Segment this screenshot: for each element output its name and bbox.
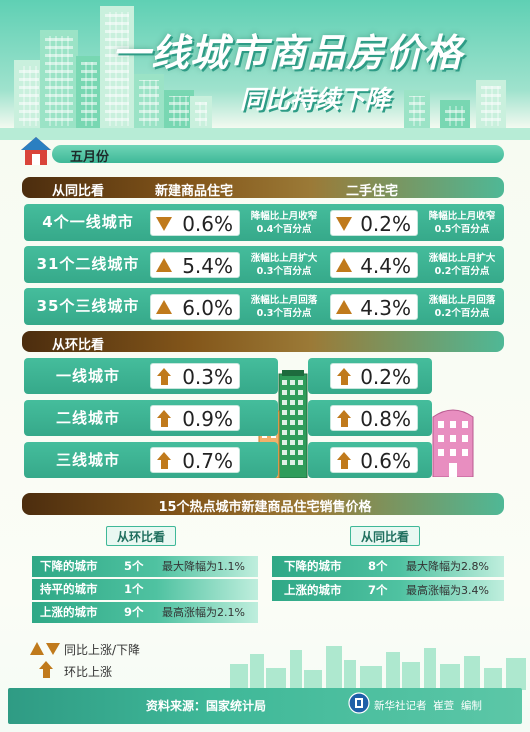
xinhua-logo-icon bbox=[348, 692, 370, 714]
legend-mom-label: 环比上涨 bbox=[64, 665, 113, 679]
yoy-new-value: 0.6% bbox=[182, 212, 233, 236]
yoy-row-city: 4个一线城市 bbox=[42, 213, 134, 231]
mom-new-value: 0.3% bbox=[182, 365, 233, 389]
hot-mom-row: 持平的城市 1个 bbox=[32, 579, 258, 600]
yoy-section-label: 从同比看 bbox=[52, 184, 105, 199]
yoy-row bbox=[24, 246, 504, 283]
bottom-skyline bbox=[230, 640, 530, 690]
month-bar bbox=[52, 145, 504, 163]
yoy-new-note: 降幅比上月收窄 0.4个百分点 bbox=[250, 211, 318, 235]
yoy-new-value-box: 5.4% bbox=[150, 252, 240, 278]
legend-yoy-label: 同比上涨/下降 bbox=[64, 643, 141, 657]
yoy-used-note: 降幅比上月收窄 0.5个百分点 bbox=[428, 211, 496, 235]
pink-building-icon bbox=[432, 405, 474, 478]
mom-row-city: 三线城市 bbox=[55, 451, 120, 469]
up-arrow-icon bbox=[336, 452, 353, 469]
yoy-row-city: 35个三线城市 bbox=[36, 297, 140, 315]
mom-new-value: 0.7% bbox=[182, 449, 233, 473]
hot-mom-tag: 从环比看 bbox=[106, 526, 177, 546]
building bbox=[476, 80, 506, 130]
hot-header-bar bbox=[22, 493, 504, 515]
mom-section-label: 从环比看 bbox=[52, 338, 105, 353]
legend-up-down-icon bbox=[30, 641, 60, 655]
yoy-used-value-box: 4.3% bbox=[330, 294, 418, 320]
yoy-new-value: 5.4% bbox=[182, 254, 233, 278]
yoy-new-value-box: 6.0% bbox=[150, 294, 240, 320]
mom-used-value: 0.2% bbox=[360, 365, 411, 389]
up-arrow-icon bbox=[336, 410, 353, 427]
page-title: 一线城市商品房价格 bbox=[112, 31, 464, 75]
mom-used-value-box: 0.2% bbox=[330, 363, 418, 389]
yoy-header-bar bbox=[22, 177, 504, 198]
yoy-new-note: 涨幅比上月回落 0.3个百分点 bbox=[250, 295, 318, 319]
footer-source: 资料来源：国家统计局 bbox=[146, 699, 267, 713]
mom-used-value-box: 0.8% bbox=[330, 405, 418, 431]
building bbox=[440, 100, 470, 130]
up-triangle-icon bbox=[156, 257, 173, 274]
month-label: 五月份 bbox=[70, 150, 110, 165]
yoy-used-note: 涨幅比上月扩大 0.2个百分点 bbox=[428, 253, 496, 277]
mom-row-city: 一线城市 bbox=[55, 367, 120, 385]
mom-used-value: 0.8% bbox=[360, 407, 411, 431]
down-triangle-icon bbox=[156, 215, 173, 232]
mom-new-value: 0.9% bbox=[182, 407, 233, 431]
mom-header-bar bbox=[22, 331, 504, 352]
yoy-used-note: 涨幅比上月回落 0.2个百分点 bbox=[428, 295, 496, 319]
footer-bar bbox=[8, 688, 522, 724]
hot-section-title: 15个热点城市新建商品住宅销售价格 bbox=[158, 500, 372, 515]
up-triangle-icon bbox=[156, 299, 173, 316]
legend-up-arrow-icon bbox=[38, 661, 55, 678]
building bbox=[76, 56, 102, 130]
mom-used-value-box: 0.6% bbox=[330, 447, 418, 473]
yoy-row bbox=[24, 288, 504, 325]
yoy-col-used: 二手住宅 bbox=[346, 184, 399, 199]
building bbox=[40, 30, 78, 130]
hot-yoy-tag: 从同比看 bbox=[350, 526, 421, 546]
down-triangle-icon bbox=[336, 215, 353, 232]
building bbox=[14, 60, 44, 130]
mom-used-value: 0.6% bbox=[360, 449, 411, 473]
up-arrow-icon bbox=[156, 452, 173, 469]
hot-mom-row: 下降的城市 5个 最大降幅为1.1% bbox=[32, 556, 258, 577]
header-banner: 一线城市商品房价格 同比持续下降 bbox=[0, 0, 530, 140]
house-icon bbox=[20, 136, 52, 166]
hot-yoy-row: 下降的城市 8个 最大降幅为2.8% bbox=[272, 556, 504, 577]
tall-tower-icon bbox=[278, 370, 308, 479]
hot-mom-row: 上涨的城市 9个 最高涨幅为2.1% bbox=[32, 602, 258, 623]
footer-credit: 新华社记者 崔萱 编制 bbox=[374, 700, 482, 712]
yoy-row bbox=[24, 204, 504, 241]
up-triangle-icon bbox=[336, 257, 353, 274]
yoy-row-city: 31个二线城市 bbox=[36, 255, 140, 273]
building bbox=[190, 96, 212, 130]
yoy-used-value: 4.4% bbox=[360, 254, 411, 278]
building bbox=[164, 90, 194, 130]
up-arrow-icon bbox=[156, 410, 173, 427]
yoy-used-value-box: 4.4% bbox=[330, 252, 418, 278]
up-arrow-icon bbox=[156, 368, 173, 385]
mom-new-value-box: 0.3% bbox=[150, 363, 240, 389]
yoy-used-value: 4.3% bbox=[360, 296, 411, 320]
building bbox=[134, 74, 164, 130]
yoy-used-value: 0.2% bbox=[360, 212, 411, 236]
yoy-new-value-box: 0.6% bbox=[150, 210, 240, 236]
up-triangle-icon bbox=[336, 299, 353, 316]
mom-row-city: 二线城市 bbox=[55, 409, 120, 427]
yoy-col-new: 新建商品住宅 bbox=[155, 184, 234, 199]
page-subtitle: 同比持续下降 bbox=[240, 85, 391, 114]
yoy-new-note: 涨幅比上月扩大 0.3个百分点 bbox=[250, 253, 318, 277]
building bbox=[404, 90, 430, 130]
mom-new-value-box: 0.9% bbox=[150, 405, 240, 431]
yoy-used-value-box: 0.2% bbox=[330, 210, 418, 236]
building bbox=[100, 6, 134, 130]
ground-strip bbox=[0, 128, 530, 140]
hot-yoy-row: 上涨的城市 7个 最高涨幅为3.4% bbox=[272, 580, 504, 601]
up-arrow-icon bbox=[336, 368, 353, 385]
yoy-new-value: 6.0% bbox=[182, 296, 233, 320]
mom-new-value-box: 0.7% bbox=[150, 447, 240, 473]
